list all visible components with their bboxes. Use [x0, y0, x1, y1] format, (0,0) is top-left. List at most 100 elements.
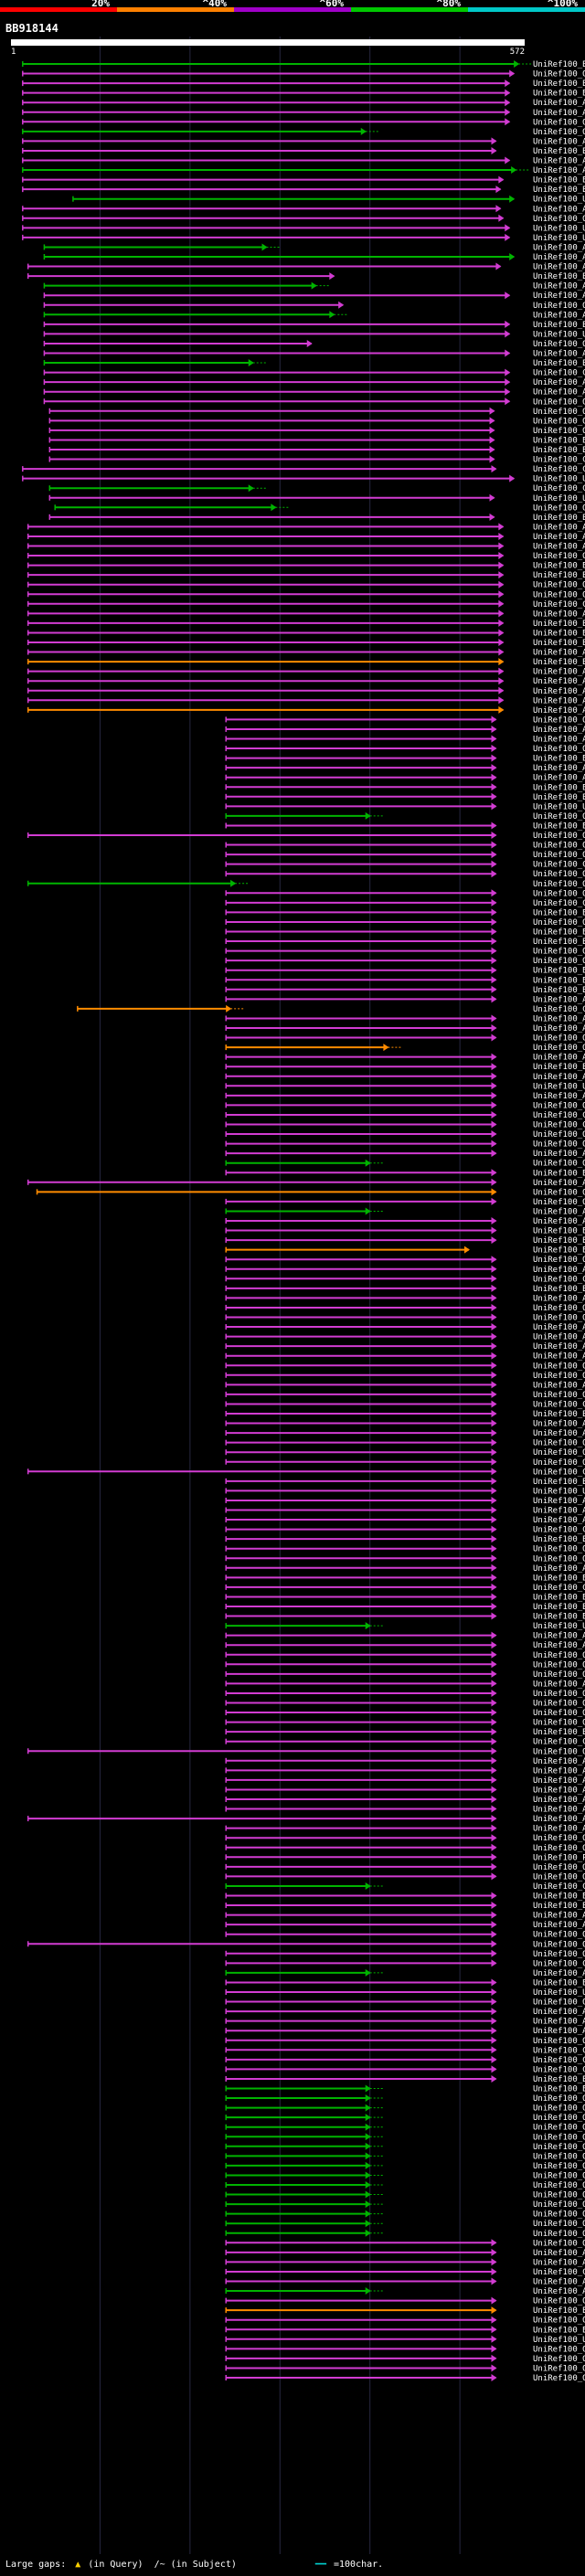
hit-end-arrow — [491, 1815, 497, 1823]
hit-end-arrow — [498, 590, 505, 599]
hit-end-arrow — [491, 2364, 497, 2372]
hit-end-arrow — [489, 407, 495, 415]
alignment-row: UniRef100_Q04W80 — [225, 2374, 585, 2383]
hit-end-arrow — [365, 2229, 371, 2237]
hit-end-arrow — [329, 272, 335, 281]
hit-label: UniRef100_Q0LKG2 — [533, 1660, 585, 1670]
hit-label: UniRef100_C5X0Q7 — [533, 600, 585, 610]
alignment-row: UniRef100_Q0D2C4 — [225, 2316, 585, 2326]
hit-label: UniRef100_A4VK92 — [533, 1054, 585, 1063]
hit-end-arrow — [491, 985, 497, 993]
hit-end-arrow — [505, 118, 511, 126]
hit-end-arrow — [495, 205, 502, 213]
hit-label: UniRef100_A8ILD5 — [533, 2278, 585, 2287]
hit-label: UniRef100_A9WZ39 — [533, 1294, 585, 1303]
alignment-row: UniRef100_Q71EU6 — [225, 2190, 585, 2200]
alignment-row: UniRef100_C0MTN2 — [225, 2065, 585, 2074]
scale-marker: ━━ — [314, 2560, 326, 2570]
hit-end-arrow — [491, 2017, 497, 2025]
hit-label: UniRef100_Q98457 — [533, 2345, 585, 2354]
hit-end-arrow — [491, 1053, 497, 1061]
hit-label: UniRef100_Q4WF66 — [533, 2297, 585, 2306]
alignment-row: UniRef100_Q84PC5 — [225, 1930, 585, 1940]
hit-label: UniRef100_B9R6E9 — [533, 2326, 585, 2335]
hit-end-arrow — [463, 1246, 470, 1254]
hit-label: UniRef100_B9M684 — [533, 928, 585, 938]
hit-end-arrow — [491, 1034, 497, 1042]
hit-end-arrow — [491, 1448, 497, 1457]
hit-end-arrow — [491, 2065, 497, 2073]
hit-end-arrow — [491, 1766, 497, 1775]
hit-label: UniRef100_Q5G6B9 — [533, 1044, 585, 1053]
alignment-row: UniRef100_B4G0G4 — [225, 1236, 585, 1246]
alignment-row: UniRef100_C1EGF7 — [225, 1120, 585, 1130]
hit-end-arrow — [491, 754, 497, 762]
hit-label: UniRef100_Q94GL9 — [533, 2094, 585, 2104]
alignment-row: UniRef100_C5XZA1 — [225, 1959, 585, 1968]
hit-label: UniRef100_C5XZA1 — [533, 1959, 585, 1968]
alignment-row: UniRef100_A8IJ01 — [225, 1091, 585, 1101]
alignment-row: UniRef100_A4SN71 — [225, 1419, 585, 1429]
hit-end-arrow — [498, 686, 505, 694]
hit-end-arrow — [491, 2326, 497, 2334]
alignment-row: UniRef100_A5BHL4 — [43, 292, 585, 301]
alignment-row: UniRef100_P73032 — [225, 1853, 585, 1862]
hit-end-arrow — [491, 716, 497, 724]
hit-label: UniRef100_B4BKI0 — [533, 1728, 585, 1737]
hit-end-arrow — [491, 957, 497, 965]
hit-end-arrow — [505, 368, 511, 376]
alignment-row: UniRef100_Q98457 — [225, 2345, 585, 2354]
hit-label: UniRef100_B5WKP6 — [533, 1902, 585, 1911]
alignment-row: UniRef100_B9HE56 — [43, 359, 585, 368]
hit-label: UniRef100_C5X0R2 — [533, 465, 585, 474]
hit-label: UniRef100_A8JQ01 — [533, 1073, 585, 1082]
alignment-row: UniRef100_UP1000... — [22, 224, 585, 233]
alignment-row: UniRef100_Q16RB2 — [225, 2364, 585, 2373]
alignment-row: UniRef100_A9PFE4 — [22, 108, 585, 118]
alignment-row: UniRef100_B4UPY2 — [225, 1574, 585, 1583]
hit-label: UniRef100_C5X4V5 — [533, 484, 585, 493]
hit-end-arrow — [505, 330, 511, 338]
alignment-row: UniRef100_B7FJ86 — [48, 446, 585, 455]
hit-label: UniRef100_Q1ZHX8 — [533, 1034, 585, 1044]
hit-label: UniRef100_B9NCM8 — [533, 186, 585, 195]
hit-end-arrow — [491, 1477, 497, 1485]
hit-label: UniRef100_Q0DJV4 — [533, 1458, 585, 1468]
alignment-row: UniRef100_A2WBV3 — [225, 1921, 585, 1930]
hit-end-arrow — [498, 214, 505, 222]
hit-end-arrow — [383, 1044, 389, 1052]
alignment-row: UniRef100_A7RC55 — [27, 648, 585, 658]
alignment-row: UniRef100_C1E3N4 — [225, 1583, 585, 1593]
hit-label: UniRef100_A5A395 — [533, 2249, 585, 2258]
alignment-row: UniRef100_A8ILD5 — [225, 2277, 585, 2287]
alignment-row: UniRef100_Q5EIH0 — [225, 2220, 585, 2229]
alignment-row: UniRef100_UP1000... — [225, 1988, 585, 1998]
hit-end-arrow — [491, 2267, 497, 2275]
hit-end-arrow — [489, 455, 495, 463]
alignment-row: UniRef100_Q94GL9 — [225, 2094, 585, 2104]
hit-end-arrow — [365, 2084, 371, 2093]
hit-end-arrow — [491, 1101, 497, 1109]
hit-label: UniRef100_A7J2T2 — [533, 1507, 585, 1516]
alignment-row: UniRef100_A5AGI5 — [43, 253, 585, 262]
hit-end-arrow — [491, 1236, 497, 1245]
identity-color-4 — [351, 7, 468, 12]
alignment-row: UniRef100_B8B8B9 — [27, 629, 585, 638]
hit-label: UniRef100_B9Q095 — [533, 783, 585, 792]
alignment-row: UniRef100_Q2BJA9 — [225, 1159, 585, 1169]
hit-label: UniRef100_B9Z9C7 — [533, 1410, 585, 1419]
hit-end-arrow — [365, 2104, 371, 2112]
alignment-row: UniRef100_A3KKH7 — [27, 1178, 585, 1188]
hit-end-arrow — [491, 1178, 497, 1186]
hit-end-arrow — [491, 792, 497, 800]
hit-label: UniRef100_A8IJ14 — [533, 1342, 585, 1352]
hit-label: UniRef100_Q1W8B3 — [533, 716, 585, 725]
hit-label: UniRef100_Q9SBM1 — [533, 1256, 585, 1265]
alignment-row: UniRef100_A7IUZ6 — [225, 1824, 585, 1834]
alignment-row: UniRef100_Q01922 — [22, 118, 585, 127]
alignment-row: UniRef100_UP1000... — [225, 802, 585, 811]
hit-end-arrow — [491, 1438, 497, 1447]
alignment-row: UniRef100_B9M684 — [225, 928, 585, 938]
hit-label: UniRef100_Q5VIA8 — [533, 302, 585, 311]
hit-label: UniRef100_A9PEW6 — [533, 99, 585, 108]
